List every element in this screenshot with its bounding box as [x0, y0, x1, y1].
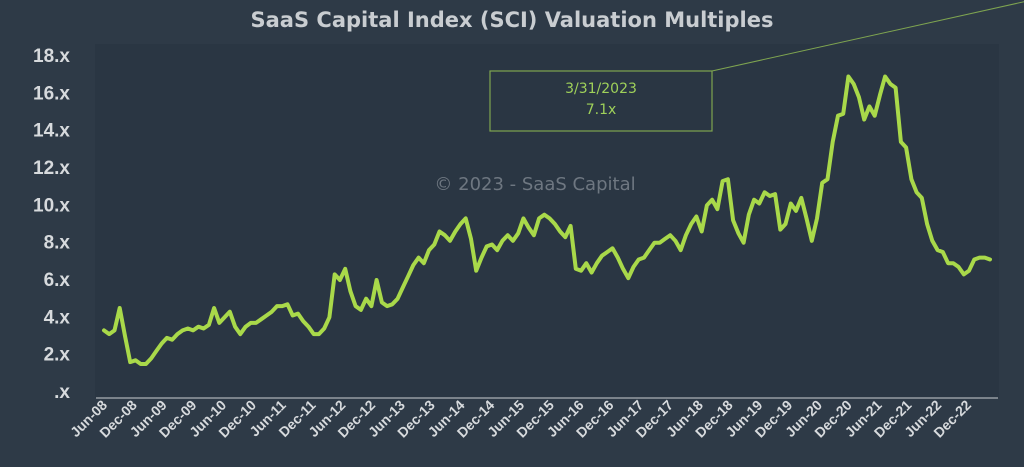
- callout-date: 3/31/2023: [565, 81, 637, 97]
- chart-title: SaaS Capital Index (SCI) Valuation Multi…: [251, 8, 774, 32]
- y-tick-label: 4.x: [44, 307, 71, 328]
- callout-value: 7.1x: [586, 102, 617, 118]
- y-tick-label: 18.x: [33, 46, 70, 67]
- y-tick-label: 14.x: [33, 121, 70, 142]
- watermark-text: © 2023 - SaaS Capital: [434, 174, 635, 195]
- y-tick-label: .x: [54, 382, 70, 403]
- y-axis-ticks: .x 2.x 4.x 6.x 8.x 10.x 12.x 14.x 16.x 18.x: [33, 46, 70, 403]
- callout-box: [489, 70, 713, 132]
- y-tick-label: 10.x: [33, 195, 70, 216]
- plot-area: [95, 44, 999, 398]
- y-tick-label: 6.x: [44, 270, 71, 291]
- y-tick-label: 2.x: [44, 345, 71, 366]
- y-tick-label: 16.x: [33, 83, 70, 104]
- sci-series-line: [102, 74, 992, 366]
- y-tick-label: 8.x: [44, 233, 71, 254]
- callout-leader-line: [711, 1, 1024, 72]
- y-tick-label: 12.x: [33, 158, 70, 179]
